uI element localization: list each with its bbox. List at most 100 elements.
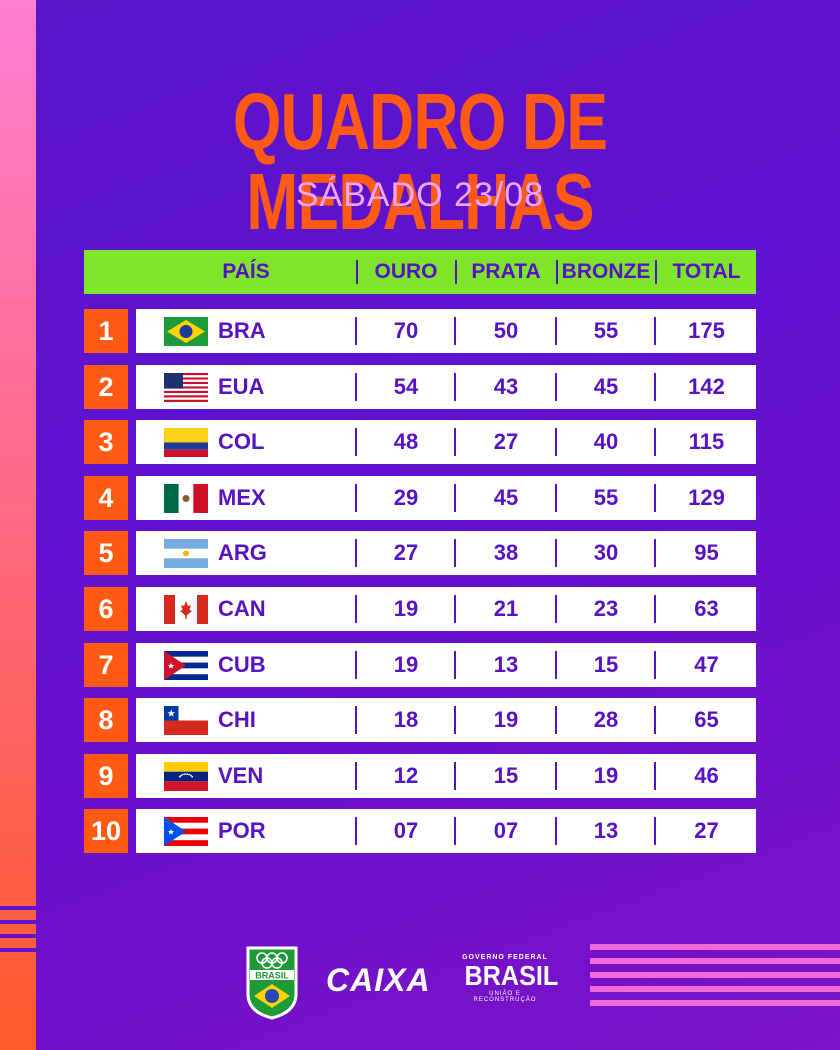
venezuela-flag-icon — [164, 761, 208, 791]
row-cell: COL 48 27 40 115 — [136, 420, 756, 465]
ouro-count: 12 — [393, 762, 419, 788]
brasil-badge-text: BRASIL — [255, 971, 289, 981]
prata-count: 13 — [493, 651, 519, 677]
country-code: MEX — [218, 484, 266, 510]
total-count: 46 — [694, 762, 719, 788]
page-title: QUADRO DE MEDALHAS — [232, 77, 608, 246]
rank-badge: 8 — [84, 698, 128, 743]
table-row: 10 POR 07 07 13 27 — [84, 809, 756, 854]
header-ouro: OURO — [374, 260, 438, 283]
bronze-count: 45 — [593, 373, 619, 399]
brazil-flag-icon — [164, 317, 208, 346]
cuba-flag-icon — [164, 650, 208, 680]
prata-count: 21 — [493, 596, 519, 621]
rank-badge: 5 — [84, 531, 128, 576]
governo-federal-label: GOVERNO FEDERAL — [462, 954, 548, 961]
rank-badge: 4 — [84, 475, 128, 520]
header-pais: PAÍS — [222, 260, 270, 283]
total-count: 129 — [688, 484, 725, 510]
sponsor-logos: BRASIL CAIXA GOVERNO FEDERAL BRASIL UNIÃ… — [0, 940, 840, 1020]
row-cell: POR 07 07 13 27 — [136, 809, 756, 854]
country-code: CUB — [218, 651, 266, 677]
caixa-logo: CAIXA — [326, 962, 431, 998]
canada-flag-icon — [164, 595, 208, 624]
prata-count: 27 — [493, 429, 519, 455]
total-count: 95 — [694, 540, 719, 566]
country-code: BRA — [218, 318, 266, 343]
ouro-count: 48 — [393, 429, 419, 455]
table-row: 8 CHI 18 19 28 65 — [84, 698, 756, 743]
bronze-count: 55 — [593, 484, 619, 510]
ouro-count: 19 — [393, 651, 419, 677]
row-cell: EUA 54 43 45 142 — [136, 364, 756, 409]
table-row: 2 EUA 54 43 45 142 — [84, 364, 756, 409]
puerto-rico-flag-icon — [164, 817, 208, 847]
rank-badge: 7 — [84, 642, 128, 687]
bronze-count: 15 — [593, 651, 619, 677]
country-code: VEN — [218, 762, 264, 788]
ouro-count: 19 — [393, 596, 419, 621]
prata-count: 45 — [493, 484, 519, 510]
page-subtitle: SÁBADO 23/08 — [295, 176, 545, 214]
table-row: 3 COL 48 27 40 115 — [84, 420, 756, 465]
row-cell: ARG 27 38 30 95 — [136, 531, 756, 576]
row-cell: BRA 70 50 55 175 — [136, 309, 756, 353]
bronze-count: 23 — [593, 596, 619, 621]
bronze-count: 13 — [593, 818, 619, 844]
ouro-count: 27 — [393, 540, 419, 566]
country-code: ARG — [218, 540, 267, 566]
total-count: 65 — [694, 707, 719, 733]
brasil-olympic-badge-icon: BRASIL — [246, 946, 298, 1020]
prata-count: 50 — [493, 318, 519, 343]
total-count: 63 — [694, 596, 719, 621]
rank-badge: 2 — [84, 364, 128, 409]
prata-count: 19 — [493, 707, 519, 733]
prata-count: 43 — [493, 373, 519, 399]
total-count: 47 — [694, 651, 719, 677]
header-bronze: BRONZE — [561, 260, 651, 283]
colombia-flag-icon — [164, 428, 208, 458]
bronze-count: 19 — [593, 762, 619, 788]
header-prata: PRATA — [471, 260, 541, 283]
bronze-count: 30 — [593, 540, 619, 566]
row-cell: CUB 19 13 15 47 — [136, 642, 756, 687]
table-row: 4 MEX 29 45 55 129 — [84, 475, 756, 520]
bronze-count: 28 — [593, 707, 619, 733]
right-decorative-stripes — [590, 944, 840, 1014]
table-row: 7 CUB 19 13 15 47 — [84, 642, 756, 687]
row-cell: MEX 29 45 55 129 — [136, 475, 756, 520]
governo-federal-logo: GOVERNO FEDERAL BRASIL UNIÃO E RECONSTRU… — [460, 954, 558, 1003]
total-count: 175 — [688, 318, 725, 343]
chile-flag-icon — [164, 706, 208, 736]
usa-flag-icon — [164, 372, 208, 402]
table-row: 1 BRA 70 50 55 175 — [84, 309, 756, 353]
table-row: 9 VEN 12 15 19 46 — [84, 753, 756, 798]
row-cell: CHI 18 19 28 65 — [136, 698, 756, 743]
rank-badge: 10 — [84, 809, 128, 854]
ouro-count: 29 — [393, 484, 419, 510]
country-code: COL — [218, 429, 265, 455]
row-cell: CAN 19 21 23 63 — [136, 587, 756, 631]
total-count: 142 — [688, 373, 725, 399]
rank-badge: 9 — [84, 753, 128, 798]
bronze-count: 55 — [593, 318, 619, 343]
bronze-count: 40 — [593, 429, 619, 455]
ouro-count: 18 — [393, 707, 419, 733]
table-header: PAÍS OURO PRATA BRONZE TOTAL — [84, 250, 756, 294]
rank-badge: 1 — [84, 309, 128, 353]
mexico-flag-icon — [164, 483, 208, 513]
prata-count: 38 — [493, 540, 519, 566]
row-cell: VEN 12 15 19 46 — [136, 753, 756, 798]
ouro-count: 70 — [393, 318, 419, 343]
rank-badge: 6 — [84, 587, 128, 631]
prata-count: 15 — [493, 762, 519, 788]
ouro-count: 54 — [393, 373, 419, 399]
prata-count: 07 — [493, 818, 519, 844]
left-decorative-stripes — [0, 906, 36, 962]
total-count: 115 — [688, 429, 725, 455]
country-code: POR — [218, 818, 266, 844]
uniao-reconstrucao-label: UNIÃO E RECONSTRUÇÃO — [473, 991, 537, 1003]
country-code: CAN — [218, 596, 266, 621]
argentina-flag-icon — [164, 539, 208, 569]
left-decorative-bar — [0, 0, 36, 1050]
